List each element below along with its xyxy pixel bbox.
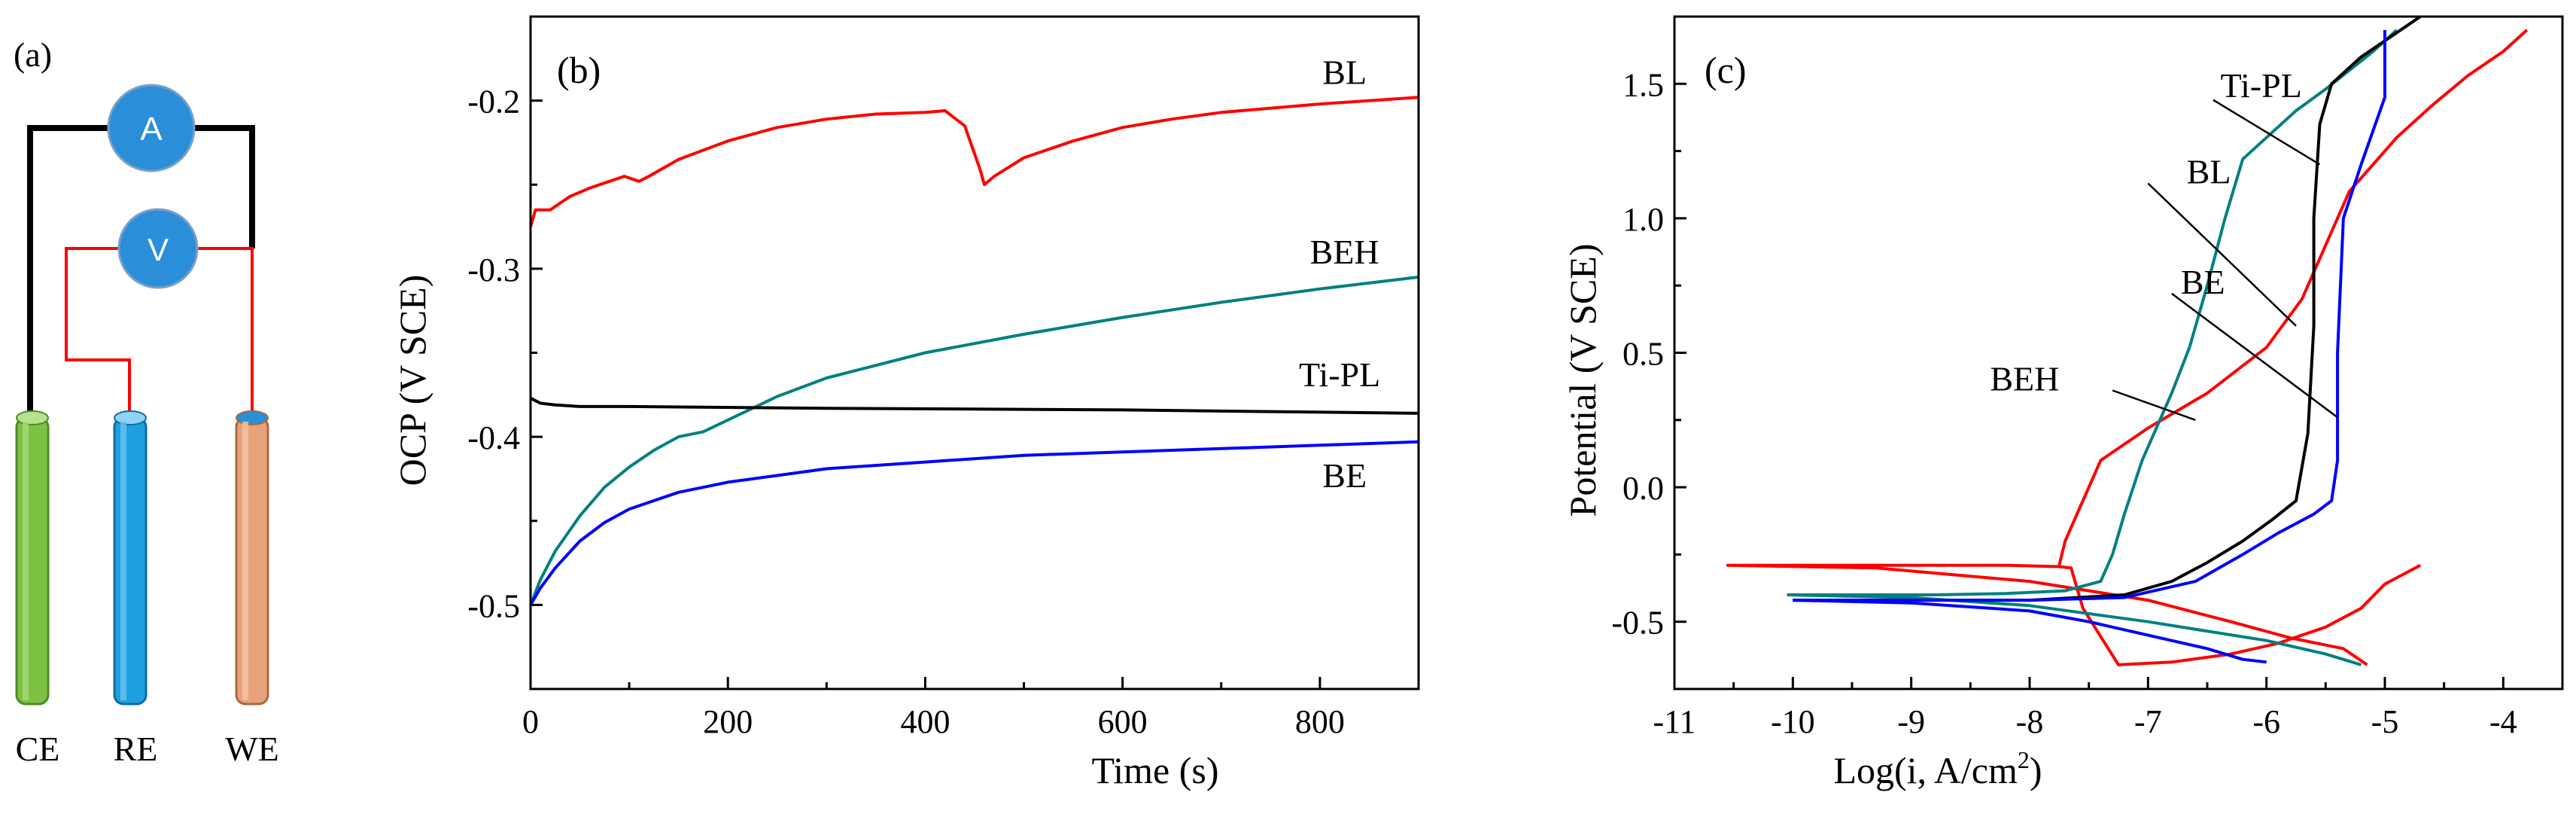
series-line-be <box>1793 29 2386 602</box>
electrode-ce <box>15 410 50 706</box>
y-tick-label: 1.0 <box>1623 201 1664 238</box>
x-tick-label: 200 <box>703 703 753 740</box>
voltmeter-circle <box>117 208 199 289</box>
annotation-leader <box>2112 389 2196 421</box>
x-tick-label: -10 <box>1771 703 1815 740</box>
x-tick-label: -11 <box>1653 703 1696 740</box>
wire-re <box>65 247 131 413</box>
y-tick-label: 1.5 <box>1623 66 1664 103</box>
series-line-bl <box>531 96 1419 227</box>
series-line-beh-cathodic <box>1787 593 2362 666</box>
series-line-ti-pl <box>531 397 1419 415</box>
electrode-label-ce: CE <box>16 730 60 768</box>
chart-1-series-group <box>1726 17 2529 666</box>
chart-0-frame <box>529 15 1420 690</box>
series-line-bl <box>1726 563 2422 666</box>
chart-c-xlabel-end: ) <box>2030 749 2042 791</box>
x-tick-label: 0 <box>522 703 539 740</box>
chart-1-frame <box>1673 15 2564 690</box>
wire-we <box>188 247 254 413</box>
series-annotation-beh: BEH <box>1990 360 2059 398</box>
voltmeter-label: V <box>148 232 169 267</box>
chart-c-xlabel-sup: 2 <box>2018 746 2030 773</box>
y-tick-label: -0.5 <box>467 587 520 624</box>
wire-ce-top <box>27 125 109 413</box>
y-tick-label: 0.5 <box>1623 336 1664 373</box>
chart-b-ylabel: OCP (V SCE) <box>391 275 433 486</box>
series-line-ti-pl <box>1793 17 2422 602</box>
voltmeter: V <box>117 208 199 289</box>
electrode-we <box>235 410 269 706</box>
electrode-re <box>113 410 148 706</box>
ammeter: A <box>107 84 196 172</box>
series-line-beh <box>531 276 1419 606</box>
y-tick-label: -0.5 <box>1611 605 1664 642</box>
chart-b: (b) Time (s) OCP (V SCE) 0 200 400 600 800 -0… <box>391 15 1420 791</box>
x-tick-label: -4 <box>2489 703 2517 740</box>
y-tick-label: -0.2 <box>467 84 520 120</box>
chart-c-xlabel: Log(i, A/cm2) <box>1833 746 2042 791</box>
ammeter-circle <box>107 84 196 172</box>
chart-c-xlabel-main: Log(i, A/cm <box>1833 749 2018 791</box>
series-annotation-beh: BEH <box>1310 233 1379 271</box>
x-tick-label: 600 <box>1098 703 1148 740</box>
x-tick-label: 800 <box>1295 703 1345 740</box>
ammeter-label: A <box>140 111 163 148</box>
chart-c-panel-label: (c) <box>1705 49 1747 91</box>
chart-b-xlabel: Time (s) <box>1091 749 1218 791</box>
chart-0-series-group <box>531 96 1419 606</box>
chart-c: (c) Log(i, A/cm2) Potential (V SCE) -11 -… <box>1562 15 2564 791</box>
x-tick-label: -7 <box>2134 703 2162 740</box>
x-tick-label: -9 <box>1897 703 1925 740</box>
x-tick-label: 400 <box>900 703 950 740</box>
series-annotation-ti-pl: Ti-PL <box>2221 66 2302 105</box>
series-line-be-cathodic <box>1793 599 2267 664</box>
electrode-label-re: RE <box>114 730 158 768</box>
wire-a-right <box>194 125 255 248</box>
chart-c-ylabel: Potential (V SCE) <box>1562 244 1604 517</box>
chart-b-panel-label: (b) <box>557 49 601 91</box>
annotation-leader <box>2147 182 2297 327</box>
y-tick-label: -0.3 <box>467 251 520 288</box>
x-tick-label: -6 <box>2252 703 2280 740</box>
panel-a-label: (a) <box>14 35 52 74</box>
annotation-leader <box>2213 99 2321 166</box>
electrode-label-we: WE <box>225 730 279 768</box>
panel-a: (a) A V CE RE <box>14 35 279 768</box>
series-annotation-bl: BL <box>1322 53 1367 91</box>
x-tick-label: -8 <box>2016 703 2044 740</box>
series-annotation-ti-pl: Ti-PL <box>1299 355 1380 394</box>
y-tick-label: -0.4 <box>467 419 520 456</box>
y-tick-label: 0.0 <box>1623 470 1664 507</box>
series-line-be <box>531 440 1419 606</box>
series-annotation-be: BE <box>2181 263 2225 301</box>
annotation-leader <box>2171 292 2338 419</box>
series-annotation-bl: BL <box>2187 152 2231 191</box>
series-line-beh <box>1787 29 2398 596</box>
x-tick-label: -5 <box>2371 703 2399 740</box>
series-annotation-be: BE <box>1322 456 1367 495</box>
series-line-bl-anodic <box>2057 29 2529 566</box>
